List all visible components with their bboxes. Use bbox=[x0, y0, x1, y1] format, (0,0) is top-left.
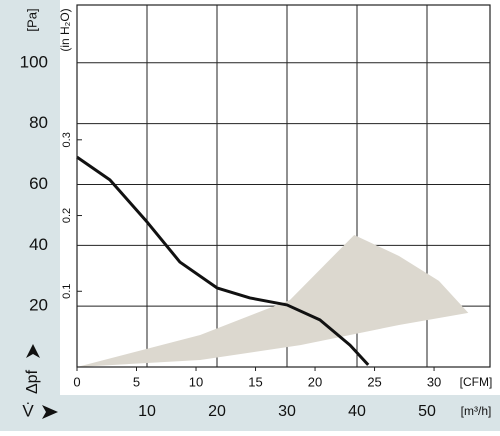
y-tick-label: 80 bbox=[29, 113, 48, 132]
x-tick-label: 40 bbox=[348, 403, 366, 420]
x2-tick-label: 25 bbox=[367, 374, 381, 389]
bottom-band bbox=[0, 395, 500, 431]
plot-border bbox=[76, 4, 491, 368]
x2-tick-label: 20 bbox=[308, 374, 322, 389]
x-symbol: V̇ bbox=[22, 401, 34, 420]
y2-tick-label: 0.3 bbox=[61, 132, 73, 147]
curve bbox=[76, 155, 370, 366]
x-tick-label: 10 bbox=[138, 403, 156, 420]
x2-tick-label: 15 bbox=[248, 374, 262, 389]
y2-unit: (in H₂O) bbox=[58, 8, 72, 51]
x2-tick-label: 10 bbox=[189, 374, 203, 389]
x2-unit: [CFM] bbox=[460, 375, 493, 389]
plot bbox=[76, 4, 491, 371]
x2-tick-label: 30 bbox=[427, 374, 441, 389]
x2-tick-label: 0 bbox=[73, 374, 80, 389]
x-tick-label: 20 bbox=[208, 403, 226, 420]
y-arrow bbox=[26, 344, 40, 358]
operating-area bbox=[77, 234, 469, 367]
y2-tick-label: 0.1 bbox=[61, 284, 73, 299]
y-tick-label: 100 bbox=[20, 52, 48, 71]
y-tick-label: 20 bbox=[29, 296, 48, 315]
x2-tick-label: 5 bbox=[133, 374, 140, 389]
x-arrow bbox=[42, 405, 58, 419]
y-tick-label: 40 bbox=[29, 235, 48, 254]
x-tick-label: 50 bbox=[418, 403, 436, 420]
y2-tick-label: 0.2 bbox=[61, 208, 73, 223]
y-symbol: Δpf bbox=[24, 369, 41, 394]
x-tick-label: 30 bbox=[278, 403, 296, 420]
left-band bbox=[0, 0, 60, 431]
y-tick-label: 60 bbox=[29, 174, 48, 193]
x-unit: [m³/h] bbox=[461, 404, 492, 418]
y-unit: [Pa] bbox=[24, 8, 39, 31]
